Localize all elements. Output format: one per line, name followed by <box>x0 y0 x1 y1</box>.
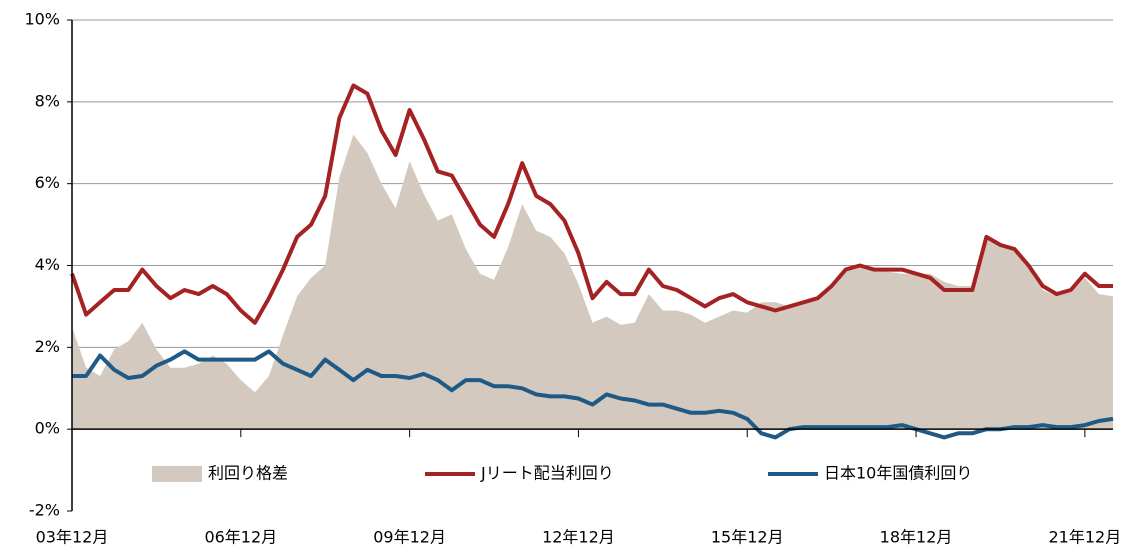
y-tick-label: -2% <box>29 501 60 520</box>
x-tick-label: 18年12月 <box>880 528 953 547</box>
x-tick-label: 15年12月 <box>711 528 784 547</box>
y-tick-label: 2% <box>35 337 60 356</box>
x-tick-label: 21年12月 <box>1048 528 1121 547</box>
x-tick-label: 06年12月 <box>204 528 277 547</box>
x-tick-label: 09年12月 <box>373 528 446 547</box>
area <box>72 134 1113 430</box>
y-tick-label: 4% <box>35 255 60 274</box>
x-tick-label: 03年12月 <box>36 528 109 547</box>
y-tick-label: 10% <box>24 10 60 29</box>
y-tick-label: 0% <box>35 419 60 438</box>
legend-label: Jリート配当利回り <box>480 464 614 483</box>
y-tick-label: 6% <box>35 173 60 192</box>
legend-label: 利回り格差 <box>208 464 288 483</box>
line <box>70 83 1113 325</box>
y-tick-label: 8% <box>35 91 60 110</box>
legend-swatch <box>152 466 202 482</box>
legend-label: 日本10年国債利回り <box>824 464 972 483</box>
x-tick-label: 12年12月 <box>542 528 615 547</box>
line <box>72 349 1114 440</box>
